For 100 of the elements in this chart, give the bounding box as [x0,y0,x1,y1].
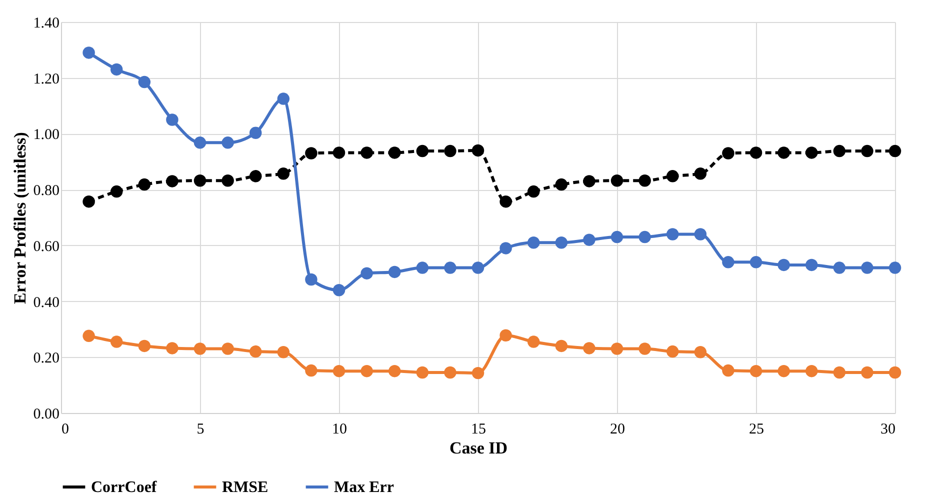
point [583,234,596,246]
point [778,258,790,272]
point [166,342,178,354]
x-tick-label: 10 [332,422,347,438]
point [833,144,846,158]
point [638,230,651,244]
point [110,63,123,76]
point [388,266,401,278]
y-tick-label: 1.20 [33,71,60,88]
point [610,174,624,187]
point [194,342,206,355]
point [527,336,540,348]
point [638,174,651,187]
point [416,262,429,274]
point [444,366,456,379]
point [555,236,568,249]
y-tick-label: 1.40 [33,16,60,32]
point [861,366,874,379]
point [750,364,762,378]
point [666,170,679,182]
x-tick-label: 25 [749,422,764,438]
point [416,144,429,158]
point [833,366,846,379]
point [472,366,484,380]
point [332,146,346,159]
point [194,174,206,187]
point [222,136,234,149]
point [444,144,456,158]
point [444,262,456,274]
point [888,262,902,274]
point [82,46,95,59]
point [638,342,651,355]
y-tick-label: 1.00 [33,127,60,144]
point [778,146,790,159]
point [610,342,624,355]
point [888,144,902,158]
point [277,92,290,105]
point [750,146,762,159]
point [778,364,790,378]
point [388,364,401,378]
y-tick-label: 0.20 [33,350,60,367]
point [861,262,874,274]
x-tick-label: 20 [610,422,625,438]
x-tick-label: 15 [471,422,486,438]
point [805,258,818,272]
y-axis-title: Error Profiles (unitless) [10,132,30,304]
point [610,230,624,244]
legend-label: RMSE [222,479,268,496]
x-tick-label: 5 [196,422,204,438]
point [82,330,95,342]
point [222,342,234,355]
point [583,342,596,354]
point [722,364,734,377]
point [888,366,902,379]
point [722,147,734,160]
y-tick-label: 0.00 [33,406,60,422]
point [500,195,512,208]
point [82,195,95,208]
point [500,329,512,342]
x-tick-label: 30 [880,422,896,438]
point [861,144,874,158]
point [166,114,178,126]
point [527,185,540,198]
point [138,178,151,191]
point [360,364,373,378]
point [666,228,679,240]
point [249,126,262,139]
legend-label: Max Err [334,479,394,496]
point [305,147,318,160]
point [555,178,568,191]
point [277,346,290,358]
point [500,242,512,254]
point [166,175,178,188]
point [305,364,318,377]
x-axis-title: Case ID [449,438,508,458]
point [277,168,290,180]
x-tick-label: 0 [62,422,69,438]
point [750,256,762,268]
point [472,144,484,157]
point [805,364,818,378]
point [722,256,734,268]
point [110,336,123,348]
y-tick-label: 0.40 [33,294,60,311]
point [222,174,234,187]
point [666,345,679,358]
point [138,340,151,352]
point [332,284,346,296]
point [360,267,373,280]
point [555,340,568,352]
point [416,366,429,379]
point [694,228,707,240]
point [833,262,846,274]
point [110,185,123,198]
point [694,168,707,180]
point [805,146,818,159]
y-tick-label: 0.60 [33,238,60,255]
y-tick-label: 0.80 [33,183,60,200]
point [249,345,262,358]
point [472,262,484,274]
point [527,236,540,249]
